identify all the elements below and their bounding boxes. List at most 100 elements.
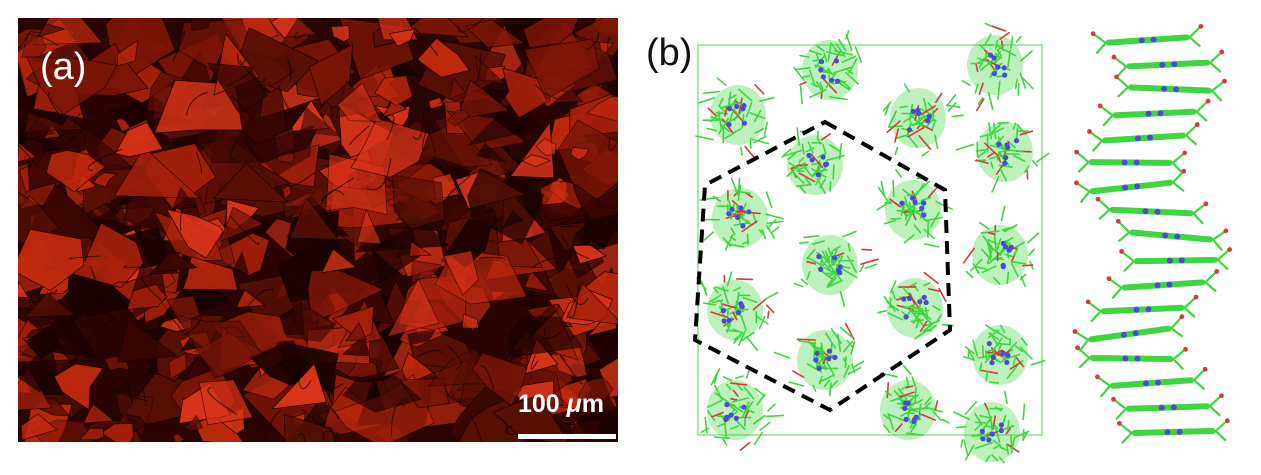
- grain-boundary: [266, 358, 301, 370]
- bond: [793, 66, 805, 81]
- bond: [934, 134, 939, 150]
- bond: [730, 227, 736, 236]
- bond: [730, 107, 744, 123]
- molecule-cluster: [962, 205, 1040, 288]
- crystal-domain: [231, 250, 249, 274]
- bond: [975, 62, 979, 73]
- nitrogen-atom: [1176, 428, 1183, 435]
- grain-boundary: [412, 108, 425, 140]
- bond: [1015, 35, 1022, 43]
- bond: [887, 312, 904, 321]
- nitrogen-atom: [980, 436, 986, 442]
- bond: [805, 147, 815, 153]
- scale-bar: [518, 434, 616, 439]
- bond: [962, 355, 975, 361]
- molecule-core: [1126, 59, 1211, 70]
- bond: [1016, 124, 1027, 135]
- side-chain: [1102, 114, 1114, 127]
- grain-boundary: [470, 416, 483, 442]
- grain-boundary: [472, 54, 481, 84]
- crystal-domain: [416, 37, 471, 78]
- bond: [752, 298, 766, 311]
- bond: [766, 220, 784, 225]
- molecular-clusters: [694, 22, 1050, 464]
- nitrogen-atom: [826, 356, 832, 362]
- side-chain: [1117, 220, 1131, 234]
- nitrogen-atom: [741, 120, 747, 126]
- nitrogen-atom: [1001, 65, 1007, 71]
- grain-boundary: [293, 31, 307, 40]
- crystal-domain: [386, 278, 440, 338]
- crystal-domain: [93, 172, 118, 188]
- side-chain: [1209, 394, 1223, 407]
- bond: [884, 219, 896, 225]
- nitrogen-atom: [1003, 155, 1009, 161]
- side-chain: [1212, 229, 1227, 241]
- side-chain: [1079, 190, 1091, 204]
- bond: [932, 305, 941, 311]
- bond: [900, 385, 908, 391]
- side-chain: [1115, 408, 1127, 420]
- nitrogen-atom: [903, 314, 909, 320]
- nitrogen-atom: [1146, 134, 1153, 141]
- crystal-domain: [521, 154, 552, 168]
- molecule-cluster: [793, 230, 879, 307]
- crystal-domain: [356, 208, 383, 245]
- grain-boundary: [463, 228, 483, 252]
- crystal-domain: [476, 142, 507, 164]
- grain-boundary: [236, 52, 248, 66]
- bond: [1001, 226, 1015, 231]
- bond: [977, 97, 984, 105]
- molecule-cluster: [877, 271, 954, 340]
- bond: [794, 66, 811, 71]
- bond: [725, 383, 732, 391]
- grain-boundary: [469, 213, 495, 243]
- nitrogen-atom: [1002, 160, 1008, 166]
- bond: [889, 297, 892, 309]
- molecule-core: [1128, 84, 1213, 94]
- bond: [766, 225, 776, 239]
- bond: [887, 412, 895, 430]
- bond: [920, 105, 937, 116]
- bond: [986, 247, 994, 265]
- bond: [850, 340, 856, 355]
- bond: [812, 345, 824, 351]
- oxygen-atom: [1193, 294, 1199, 300]
- bond: [994, 329, 1010, 341]
- bond: [1006, 365, 1018, 379]
- bond: [722, 375, 733, 382]
- side-chain: [1185, 123, 1198, 137]
- grain-boundary: [322, 430, 344, 442]
- side-chain: [1204, 270, 1218, 284]
- bond: [1014, 345, 1024, 353]
- nitrogen-atom: [1162, 232, 1169, 239]
- bond: [892, 179, 895, 197]
- nitrogen-atom: [831, 255, 838, 261]
- bond: [905, 385, 914, 389]
- molecule-core: [1112, 108, 1197, 119]
- bond: [914, 182, 925, 197]
- side-chain: [1077, 161, 1090, 173]
- bond: [706, 127, 717, 132]
- grain-boundary: [127, 382, 133, 405]
- bond: [941, 418, 950, 424]
- bond: [833, 66, 852, 74]
- nitrogen-atom: [1002, 244, 1008, 250]
- bond: [907, 127, 925, 138]
- bond: [733, 333, 743, 341]
- bond: [1019, 273, 1027, 281]
- bond: [781, 148, 792, 158]
- bond: [759, 421, 771, 431]
- side-chain: [1118, 422, 1133, 434]
- nitrogen-atom: [921, 212, 927, 218]
- grain-boundary: [246, 288, 274, 309]
- bond: [965, 270, 974, 279]
- grain-boundary: [105, 281, 129, 293]
- bond: [726, 271, 733, 287]
- crystal-domain: [586, 96, 618, 122]
- crystal-domain: [198, 379, 254, 426]
- bond: [984, 431, 993, 436]
- crystal-domain: [113, 146, 201, 199]
- bond: [1013, 430, 1030, 439]
- grain-boundary: [184, 310, 202, 336]
